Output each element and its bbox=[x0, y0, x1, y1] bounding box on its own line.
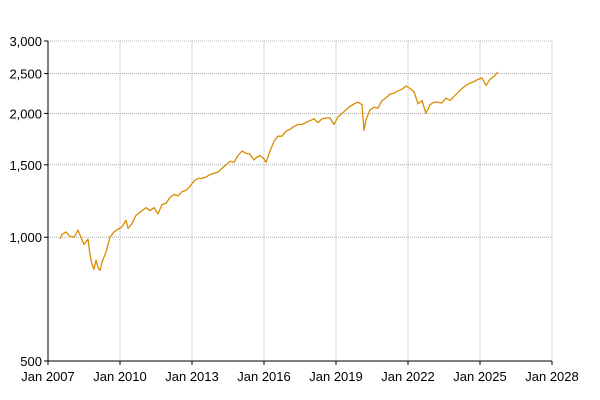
x-tick-label: Jan 2025 bbox=[453, 369, 507, 384]
y-tick-labels: 500 1,000 1,500 2,000 2,500 3,000 bbox=[9, 34, 42, 369]
x-tick-label: Jan 2010 bbox=[93, 369, 147, 384]
y-tick-label: 1,500 bbox=[9, 158, 42, 173]
x-tick-label: Jan 2028 bbox=[525, 369, 579, 384]
x-tick-label: Jan 2007 bbox=[21, 369, 75, 384]
axes bbox=[44, 40, 553, 365]
y-tick-label: 500 bbox=[20, 354, 42, 369]
series-line-0 bbox=[59, 71, 499, 272]
y-tick-label: 2,500 bbox=[9, 67, 42, 82]
x-tick-label: Jan 2016 bbox=[237, 369, 291, 384]
x-tick-label: Jan 2022 bbox=[381, 369, 435, 384]
x-tick-labels: Jan 2007 Jan 2010 Jan 2013 Jan 2016 Jan 2019… bbox=[21, 369, 579, 384]
y-tick-label: 1,000 bbox=[9, 230, 42, 245]
grid-lines bbox=[47, 40, 553, 362]
x-tick-label: Jan 2019 bbox=[309, 369, 363, 384]
y-tick-label: 2,000 bbox=[9, 106, 42, 121]
y-tick-label: 3,000 bbox=[9, 34, 42, 49]
x-tick-label: Jan 2013 bbox=[165, 369, 219, 384]
series-layer bbox=[59, 71, 499, 272]
